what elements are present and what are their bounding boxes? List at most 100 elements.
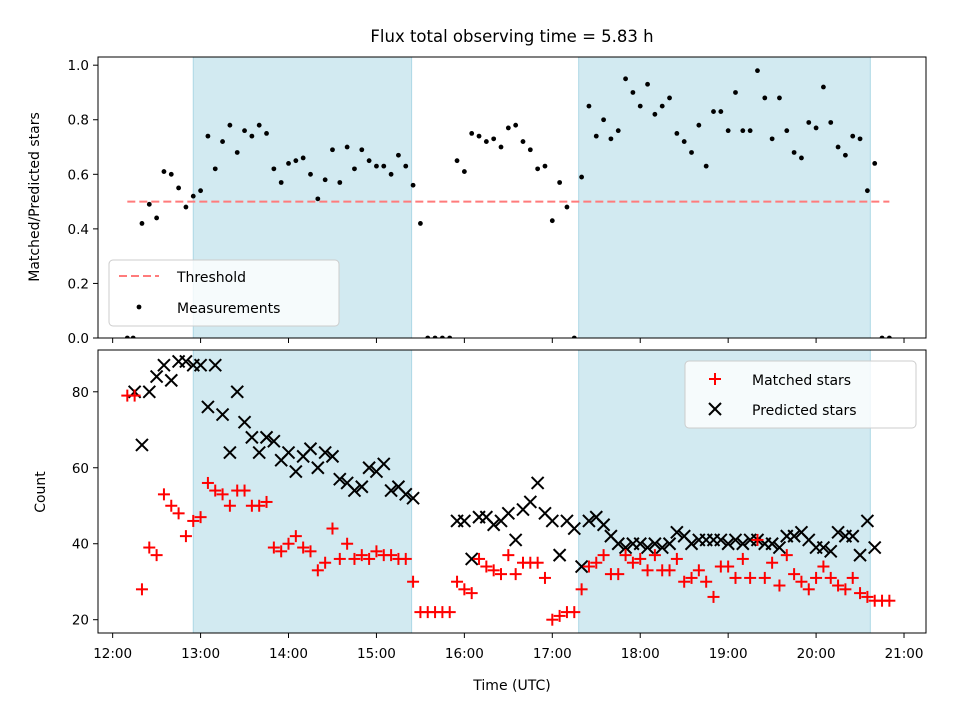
matched-stars-point (546, 613, 559, 626)
measurement-point (234, 150, 240, 155)
matched-stars-point (458, 583, 471, 596)
measurement-point (483, 139, 489, 144)
predicted-stars-point (596, 518, 611, 532)
predicted-stars-point (193, 358, 208, 372)
bottom-y-axis-label: Count (33, 471, 49, 513)
matched-stars-point (260, 495, 273, 508)
predicted-stars-point (552, 548, 567, 562)
measurement-point (396, 152, 401, 158)
measurement-point (769, 136, 775, 142)
x-tick-label: 20:00 (797, 646, 836, 662)
predicted-stars-point (201, 400, 215, 414)
measurement-point (850, 133, 856, 139)
predicted-stars-point (582, 514, 596, 528)
measurement-point (425, 335, 431, 338)
measurement-point (784, 128, 790, 134)
matched-stars-point (707, 590, 720, 603)
measurement-point (828, 120, 834, 125)
predicted-stars-point (501, 506, 516, 521)
predicted-stars-point (223, 445, 237, 460)
measurement-point (461, 169, 467, 174)
measurement-point (674, 130, 680, 136)
predicted-stars-point (267, 434, 281, 448)
measurements-legend-swatch (136, 304, 142, 310)
x-tick-label: 14:00 (269, 646, 308, 662)
top-y-tick-label: 0.4 (68, 222, 89, 238)
predicted-stars-point (362, 461, 376, 475)
matched-stars-point (568, 606, 581, 619)
measurement-point (264, 130, 269, 136)
predicted-stars-point (355, 480, 369, 494)
measurement-point (571, 335, 577, 338)
measurement-point (505, 125, 511, 131)
predicted-stars-point (772, 540, 787, 555)
predicted-stars-point (259, 430, 274, 445)
matched-stars-point (531, 556, 544, 569)
matched-stars-point (194, 511, 207, 524)
measurement-point (799, 155, 804, 161)
top-y-tick-label: 0.6 (68, 167, 89, 183)
measurement-point (124, 335, 130, 338)
matched-stars-point (802, 583, 815, 596)
measurement-point (886, 335, 892, 338)
matched-stars-point (846, 571, 859, 584)
measurement-point (659, 103, 665, 109)
measurement-point (198, 188, 203, 194)
measurement-point (864, 188, 870, 194)
bottom-legend: Matched stars Predicted stars (684, 360, 917, 429)
measurement-point (549, 218, 555, 224)
measurement-point (242, 128, 247, 134)
matched-stars-point (187, 514, 200, 527)
measurement-point (322, 177, 328, 183)
predicted-stars-point (787, 529, 801, 543)
matched-stars-point (223, 499, 236, 512)
matched-stars-point (209, 484, 222, 497)
observation-interval-band (192, 349, 413, 634)
predicted-stars-point (149, 369, 164, 384)
predicted-stars-point (384, 483, 398, 498)
predicted-stars-point (662, 537, 677, 551)
measurement-point (190, 193, 196, 199)
measurement-point (454, 158, 460, 164)
measurement-point (381, 163, 387, 169)
matched-stars-point (597, 549, 610, 562)
top-y-tick-label: 0.8 (68, 113, 89, 129)
top-y-tick-label: 1.0 (68, 58, 89, 74)
matched-legend-swatch (709, 373, 721, 385)
measurement-point (879, 335, 885, 338)
bottom-y-tick-label: 20 (72, 613, 89, 629)
measurement-point (293, 158, 299, 164)
measurement-point (623, 76, 628, 82)
measurement-point (278, 180, 284, 185)
matched-stars-point (766, 556, 779, 569)
x-tick-label: 17:00 (533, 646, 572, 662)
measurement-point (300, 155, 306, 161)
predicted-stars-point (157, 358, 171, 372)
top-y-tick-label: 0.0 (68, 331, 89, 347)
x-tick-label: 15:00 (357, 646, 396, 662)
measurement-point (542, 163, 548, 169)
matched-stars-point (297, 541, 310, 554)
matched-stars-point (165, 499, 178, 512)
predicted-stars-point (208, 358, 222, 372)
measurement-point (703, 163, 709, 169)
measurement-point (535, 166, 541, 172)
predicted-stars-point (860, 514, 875, 528)
matched-stars-point (348, 552, 361, 565)
top-plot-marks (124, 68, 892, 338)
matched-stars-point (722, 560, 735, 573)
measurement-point (227, 122, 233, 128)
measurement-point (872, 160, 878, 166)
measurement-point (601, 117, 606, 123)
measurement-point (777, 95, 782, 101)
measurement-point (667, 95, 672, 101)
measurement-point (718, 109, 724, 114)
matched-stars-point (648, 549, 661, 562)
matched-stars-point (582, 560, 595, 573)
matched-stars-point (341, 537, 354, 550)
predicted-stars-point (303, 442, 318, 456)
matched-stars-point (780, 549, 793, 562)
predicted-stars-point (545, 514, 560, 528)
measurement-point (168, 171, 174, 177)
matched-stars-point (319, 556, 332, 569)
